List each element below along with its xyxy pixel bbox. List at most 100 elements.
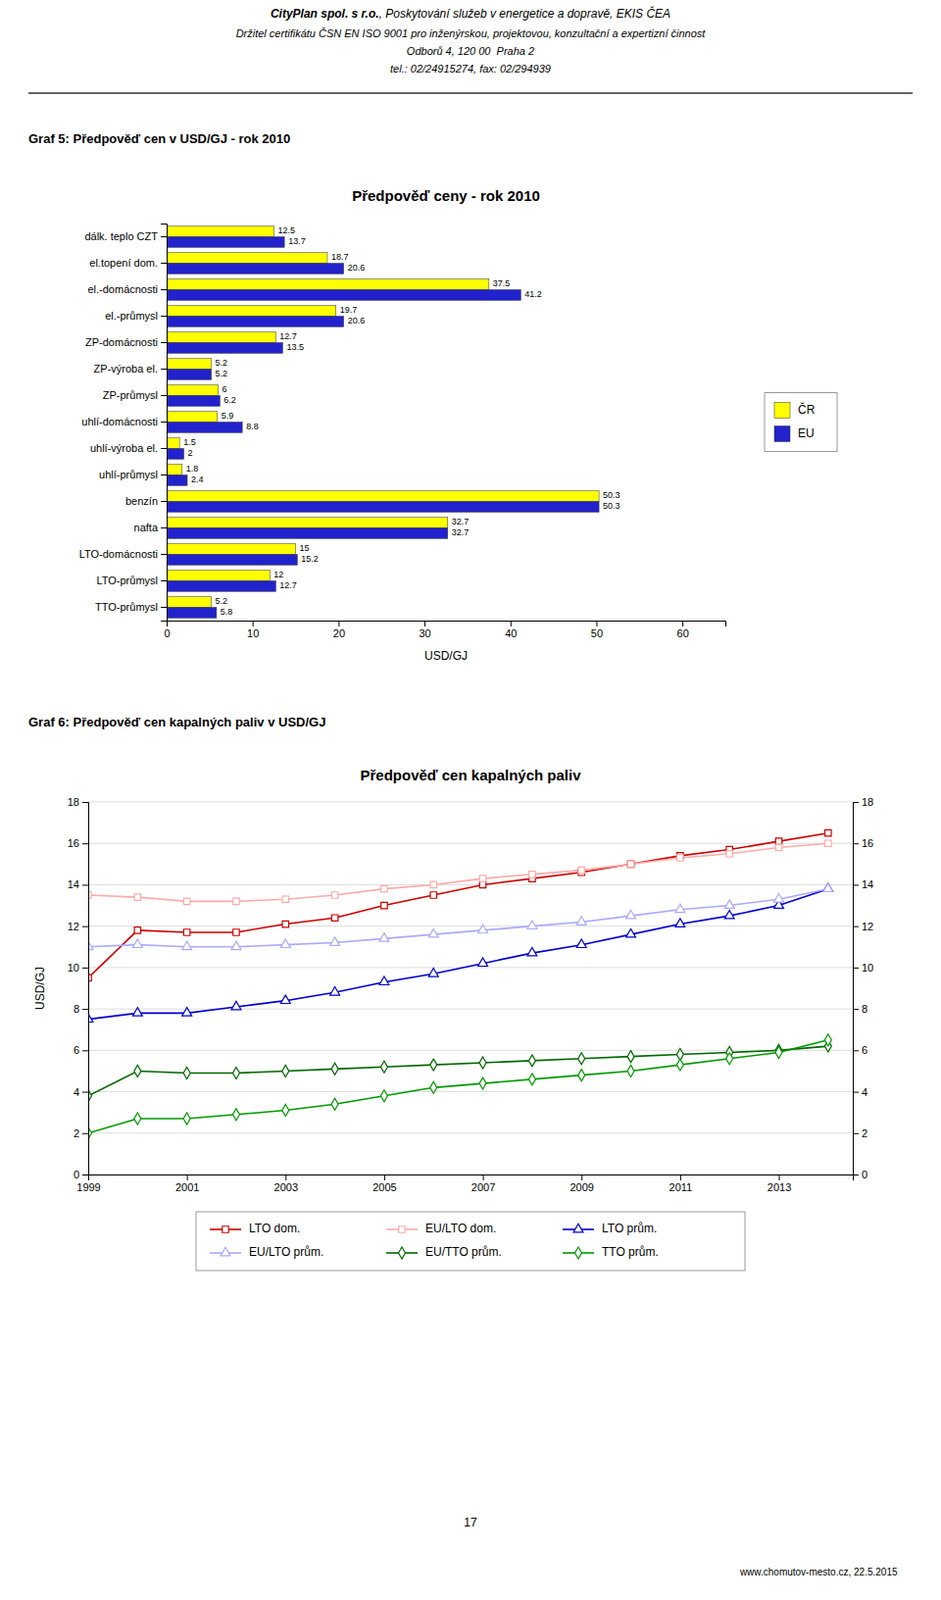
- header-line: CityPlan spol. s r.o., Poskytování služe…: [270, 5, 671, 21]
- bar: [166, 358, 212, 370]
- tick: 18: [852, 795, 874, 808]
- bar: [166, 581, 276, 593]
- y-axis: dálk. teplo CZTel.topení dom.el.-domácno…: [79, 224, 168, 622]
- marker: [231, 1000, 242, 1010]
- marker: [134, 1064, 142, 1077]
- tick: 2009: [569, 1174, 594, 1193]
- tick: 14: [67, 878, 89, 891]
- data-labels: 12.518.737.519.712.75.265.91.51.850.332.…: [183, 225, 620, 617]
- tick-mark: [852, 884, 859, 886]
- chart-title: Předpověď ceny - rok 2010: [351, 187, 541, 204]
- tick-label: 0: [861, 1168, 868, 1181]
- tick-mark: [581, 1174, 583, 1181]
- tick-mark: [510, 620, 512, 627]
- data-label: 12.5: [278, 225, 297, 236]
- marker: [775, 838, 782, 844]
- tick: 10: [852, 961, 874, 974]
- marker: [626, 909, 637, 919]
- tick: uhlí-průmysl: [99, 468, 167, 481]
- data-label: 1.5: [183, 437, 197, 447]
- tick: el.topení dom.: [89, 256, 167, 269]
- tick-mark: [160, 315, 167, 317]
- data-label: 5.2: [215, 368, 229, 379]
- tick: uhlí-výroba el.: [90, 442, 167, 454]
- page-number: 17: [463, 1515, 478, 1530]
- tick-label: 6: [861, 1043, 868, 1056]
- marker: [528, 1054, 536, 1067]
- legend-label: EU/LTO dom.: [425, 1221, 496, 1236]
- marker: [280, 994, 291, 1004]
- legend-label: EU/LTO prům.: [248, 1244, 324, 1259]
- marker: [775, 1045, 783, 1058]
- bar: [166, 607, 217, 619]
- tick-label: nafta: [134, 521, 159, 534]
- tick-label: 16: [861, 837, 874, 849]
- tick-label: uhlí-výroba el.: [90, 442, 158, 454]
- line-chart: Graf 6: Předpověď cen kapalných paliv v …: [28, 714, 874, 1271]
- tick-mark: [424, 620, 426, 627]
- tick-label: 10: [861, 961, 874, 974]
- tick: benzín: [125, 495, 167, 507]
- tick-mark: [285, 1174, 287, 1181]
- bar: [166, 438, 180, 449]
- legend-label: LTO prům.: [601, 1221, 657, 1236]
- bar: [166, 316, 345, 328]
- data-label: 13.7: [288, 236, 306, 247]
- tick-label: 2003: [274, 1181, 298, 1193]
- grid-line: [88, 1090, 853, 1092]
- tick-mark: [483, 1174, 485, 1181]
- tick: 0: [163, 620, 170, 640]
- tick-label: 50: [591, 627, 603, 640]
- marker: [479, 1056, 487, 1069]
- data-label: 18.7: [331, 251, 349, 262]
- legend-marker: [220, 1246, 231, 1256]
- tick-mark: [852, 967, 859, 969]
- marker: [823, 883, 834, 892]
- bar: [166, 263, 345, 275]
- line: [88, 889, 829, 947]
- tick: 8: [852, 1002, 868, 1015]
- tick-mark: [160, 474, 167, 476]
- bars: [166, 226, 599, 619]
- tick-mark: [82, 1133, 89, 1135]
- marker: [479, 1077, 487, 1090]
- tick-label: 16: [67, 837, 80, 849]
- tick-label: 40: [504, 627, 517, 640]
- marker: [675, 918, 686, 928]
- axis-line: [160, 224, 168, 622]
- marker: [675, 903, 686, 913]
- tick-mark: [852, 1091, 859, 1093]
- marker: [578, 1052, 586, 1065]
- tick-mark: [384, 1174, 386, 1181]
- tick-mark: [160, 368, 167, 370]
- tick-mark: [82, 801, 89, 803]
- bar: [166, 290, 521, 301]
- grid-line: [88, 801, 853, 803]
- marker: [529, 871, 536, 878]
- data-label: 37.5: [493, 278, 511, 289]
- data-label: 12: [273, 569, 284, 580]
- footer: 17www.chomutov-mesto.cz, 22.5.2015: [463, 1515, 898, 1577]
- marker: [132, 939, 143, 948]
- tick-mark: [160, 421, 167, 423]
- tick: 30: [418, 620, 431, 640]
- tick: dálk. teplo CZT: [84, 230, 167, 243]
- marker: [724, 909, 735, 919]
- tick-label: LTO-průmysl: [96, 574, 158, 587]
- data-label: 50.3: [602, 490, 621, 500]
- marker: [578, 1069, 586, 1082]
- tick-mark: [160, 262, 167, 264]
- marker: [576, 916, 587, 926]
- grid-line: [88, 925, 853, 927]
- tick: 16: [852, 837, 874, 849]
- bar: [166, 448, 185, 460]
- y-axis: 024681012141618: [67, 795, 90, 1181]
- tick-mark: [82, 967, 89, 969]
- tick: 2001: [175, 1174, 199, 1193]
- tick: 10: [247, 620, 259, 640]
- bar-chart: Graf 5: Předpověď cen v USD/GJ - rok 201…: [28, 131, 838, 663]
- tick: 2003: [274, 1174, 298, 1193]
- marker: [231, 941, 242, 950]
- grid-line: [88, 1049, 853, 1051]
- legend-box: [764, 393, 838, 452]
